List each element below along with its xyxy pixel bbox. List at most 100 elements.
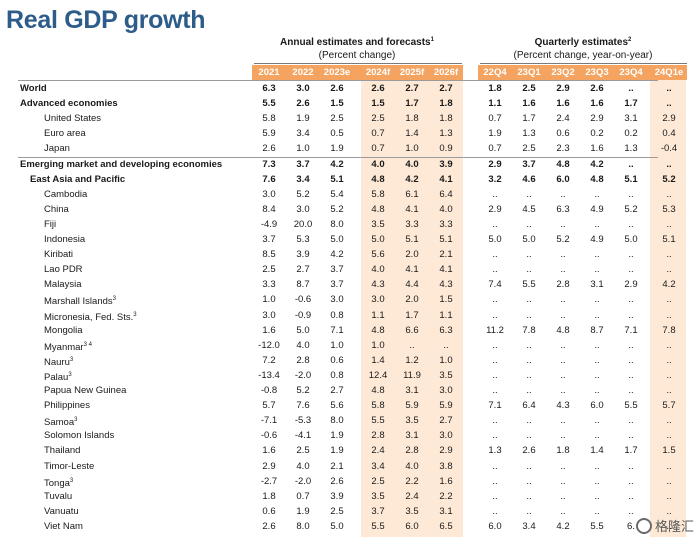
quarterly-cell: .. xyxy=(666,520,672,532)
quarterly-cell: .. xyxy=(594,294,600,306)
quarterly-cell: .. xyxy=(666,83,672,94)
row-label: Myanmar3 4 xyxy=(44,338,92,355)
annual-cell: 3.1 xyxy=(405,385,419,396)
annual-cell: 4.8 xyxy=(371,385,385,396)
quarterly-cell: 6.4 xyxy=(522,400,536,412)
quarterly-cell: 6.3 xyxy=(556,203,570,215)
row-label: Japan xyxy=(44,141,70,156)
quarterly-cell: .. xyxy=(526,490,532,502)
annual-cell: 8.4 xyxy=(262,203,276,215)
quarterly-cell: .. xyxy=(594,460,600,472)
quarterly-cell: .. xyxy=(628,264,634,276)
quarterly-cell: .. xyxy=(666,309,672,321)
quarterly-cell: 4.2 xyxy=(590,158,604,170)
quarterly-cell: .. xyxy=(594,490,600,502)
annual-subheader: (Percent change) xyxy=(318,50,396,61)
annual-cell: 2.6 xyxy=(330,475,344,487)
annual-cell: -12.0 xyxy=(258,339,280,351)
quarterly-cell: 5.1 xyxy=(662,234,676,245)
quarterly-cell: 6. xyxy=(627,520,635,532)
quarterly-cell: .. xyxy=(594,385,600,396)
quarterly-cell: 6.0 xyxy=(556,173,570,185)
table-row: Indonesia 3.7 5.3 5.0 5.0 5.1 5.1 5.0 5.0 5.2 4.9 5… xyxy=(0,232,700,247)
quarterly-cell: .. xyxy=(594,430,600,442)
quarterly-cell: 4.5 xyxy=(522,203,536,215)
annual-cell: -2.7 xyxy=(260,475,278,487)
row-label-text: Indonesia xyxy=(44,234,86,245)
annual-cell: 5.6 xyxy=(330,400,344,412)
quarterly-cell: .. xyxy=(666,490,672,502)
quarterly-cell: 1.6 xyxy=(522,98,536,110)
annual-cell: 2.7 xyxy=(296,264,310,276)
quarterly-cell: 2.9 xyxy=(624,279,638,291)
annual-cell: 3.0 xyxy=(262,309,276,321)
quarterly-cell: .. xyxy=(560,505,566,517)
quarterly-cell: .. xyxy=(560,218,566,230)
annual-cell: 20.0 xyxy=(293,218,313,230)
annual-cell: 3.0 xyxy=(296,203,310,215)
annual-cell: 3.8 xyxy=(439,460,453,472)
table-row: Viet Nam 2.6 8.0 5.0 5.5 6.0 6.5 6.0 3.4 4.2 5.5 6.… xyxy=(0,519,700,534)
quarterly-cell: .. xyxy=(560,460,566,472)
annual-cell: 2.7 xyxy=(330,385,344,396)
quarterly-cell: 2.4 xyxy=(556,113,570,125)
row-label-text: East Asia and Pacific xyxy=(30,173,126,185)
annual-cell: 0.7 xyxy=(371,143,385,155)
forecast-shade-quarterly xyxy=(650,80,686,537)
annual-cell: 5.9 xyxy=(405,400,419,412)
quarterly-cell: .. xyxy=(628,83,634,94)
annual-cell: 3.0 xyxy=(371,294,385,306)
annual-cell: 1.0 xyxy=(262,294,276,306)
quarter-header: 23Q1 xyxy=(517,67,541,78)
year-header: 2024f xyxy=(365,67,391,78)
annual-cell: 3.7 xyxy=(296,158,310,170)
quarterly-cell: .. xyxy=(560,188,566,200)
quarterly-cell: .. xyxy=(526,249,532,261)
quarterly-cell: .. xyxy=(492,415,498,427)
quarterly-cell: .. xyxy=(492,249,498,261)
row-label-text: China xyxy=(44,203,69,215)
quarterly-cell: 0.7 xyxy=(488,113,502,125)
row-label: Papua New Guinea xyxy=(44,383,126,398)
row-label: Solomon Islands xyxy=(44,428,114,443)
quarterly-cell: .. xyxy=(560,264,566,276)
quarterly-cell: 7.8 xyxy=(522,324,536,336)
table-row: Mongolia 1.6 5.0 7.1 4.8 6.6 6.3 11.2 7.8 4.8 8.7 7… xyxy=(0,323,700,338)
annual-cell: -4.9 xyxy=(260,218,278,230)
annual-cell: 5.5 xyxy=(262,98,276,110)
table-row: Advanced economies 5.5 2.6 1.5 1.5 1.7 1.8 1.1 1… xyxy=(0,96,700,111)
row-label-text: Thailand xyxy=(44,445,81,457)
row-label: Malaysia xyxy=(44,277,82,292)
quarterly-cell: .. xyxy=(560,385,566,396)
annual-cell: 4.3 xyxy=(439,279,453,291)
quarterly-cell: 0.6 xyxy=(556,128,570,140)
annual-cell: 3.4 xyxy=(296,128,310,140)
quarterly-cell: .. xyxy=(628,218,634,230)
quarterly-cell: 1.3 xyxy=(624,143,638,155)
quarterly-cell: .. xyxy=(594,475,600,487)
quarterly-cell: 7.4 xyxy=(488,279,502,291)
quarterly-cell: .. xyxy=(666,460,672,472)
quarterly-cell: .. xyxy=(594,309,600,321)
annual-header-rule xyxy=(254,63,462,64)
annual-cell: 3.7 xyxy=(330,279,344,291)
quarterly-cell: .. xyxy=(628,490,634,502)
row-label: Vanuatu xyxy=(44,504,79,519)
quarterly-cell: .. xyxy=(526,505,532,517)
annual-cell: 3.9 xyxy=(439,158,453,170)
quarterly-cell: .. xyxy=(526,264,532,276)
quarterly-subheader: (Percent change, year-on-year) xyxy=(513,50,653,61)
quarterly-cell: 5.0 xyxy=(522,234,536,245)
row-label-text: Emerging market and developing economies xyxy=(20,158,223,170)
annual-cell: 2.2 xyxy=(405,475,419,487)
annual-cell: 4.2 xyxy=(405,173,419,185)
quarterly-cell: .. xyxy=(560,309,566,321)
table-row: Emerging market and developing economies… xyxy=(0,157,700,172)
annual-cell: .. xyxy=(443,339,449,351)
quarterly-cell: .. xyxy=(666,188,672,200)
row-label: Lao PDR xyxy=(44,262,83,277)
quarter-header: 22Q4 xyxy=(483,67,507,78)
quarterly-cell: 1.7 xyxy=(522,113,536,125)
annual-cell: 1.1 xyxy=(439,309,453,321)
quarterly-cell: .. xyxy=(560,294,566,306)
